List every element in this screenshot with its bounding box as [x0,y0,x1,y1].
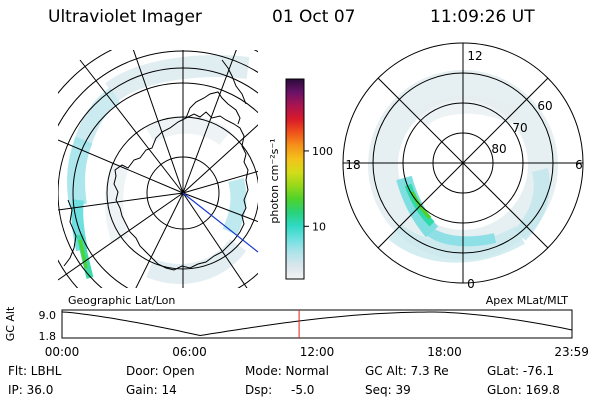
mlt-label-6: 6 [575,158,583,172]
info-door: Door: Open [126,364,195,378]
intensity-colorbar: 100 10 photon cm⁻²s⁻¹ [268,78,333,280]
altitude-timeline: GC Alt 9.0 1.8 00:00 06:00 12:00 18:00 23:59 [4,306,589,359]
mlat-label-60: 60 [537,99,552,113]
instrument-title: Ultraviolet Imager [48,7,202,27]
timeline-xticks: 00:00 06:00 12:00 18:00 23:59 [45,345,589,359]
info-dsp-label: Dsp: [245,383,273,397]
info-ip: IP: 36.0 [8,383,54,397]
observation-date: 01 Oct 07 [272,7,356,27]
polar-grid [342,42,584,284]
colorbar-gradient [285,78,305,280]
timeline-xtick-label: 06:00 [172,345,207,359]
info-gc-alt: GC Alt: 7.3 Re [365,364,449,378]
coastline-south-america [221,59,247,105]
timeline-frame [61,309,573,339]
geo-panel-label: Geographic Lat/Lon [68,294,175,307]
info-gain: Gain: 14 [126,383,177,397]
coastline-antarctica [113,111,249,271]
timeline-xtick-label: 18:00 [427,345,462,359]
timeline-xtick-label: 00:00 [45,345,80,359]
timeline-axis-label: GC Alt [4,306,17,341]
mlt-label-0: 0 [467,277,475,291]
timeline-ytick-top: 9.0 [39,309,57,322]
info-dsp-value: -5.0 [291,383,315,397]
timeline-xtick-label: 23:59 [554,345,589,359]
colorbar-ticks: 100 10 [304,145,333,233]
polar-panel-label: Apex MLat/MLT [486,294,569,307]
timeline-xtick-label: 12:00 [300,345,335,359]
mlt-label-18: 18 [345,158,360,172]
info-filter: Flt: LBHL [8,364,62,378]
coastline-new-zealand [63,199,77,267]
info-glat: GLat: -76.1 [487,364,554,378]
look-direction-line [182,192,259,253]
coastline-peninsula [185,91,241,125]
info-glon: GLon: 169.8 [487,383,560,397]
mlat-label-70: 70 [512,121,527,135]
colorbar-unit-label: photon cm⁻²s⁻¹ [268,138,281,223]
info-seq: Seq: 39 [365,383,411,397]
colorbar-tick-label: 10 [312,220,326,233]
geo-meridians [58,50,258,288]
colorbar-tick-label: 100 [312,145,333,158]
info-mode: Mode: Normal [245,364,329,378]
geographic-map-panel [58,50,259,288]
observation-time: 11:09:26 UT [430,7,535,27]
mlat-label-80: 80 [491,142,506,156]
magnetic-polar-panel: 12 18 6 0 60 70 80 [342,42,584,291]
altitude-curve [61,311,573,337]
mlt-label-12: 12 [467,49,482,63]
timeline-ytick-bottom: 1.8 [39,330,57,343]
